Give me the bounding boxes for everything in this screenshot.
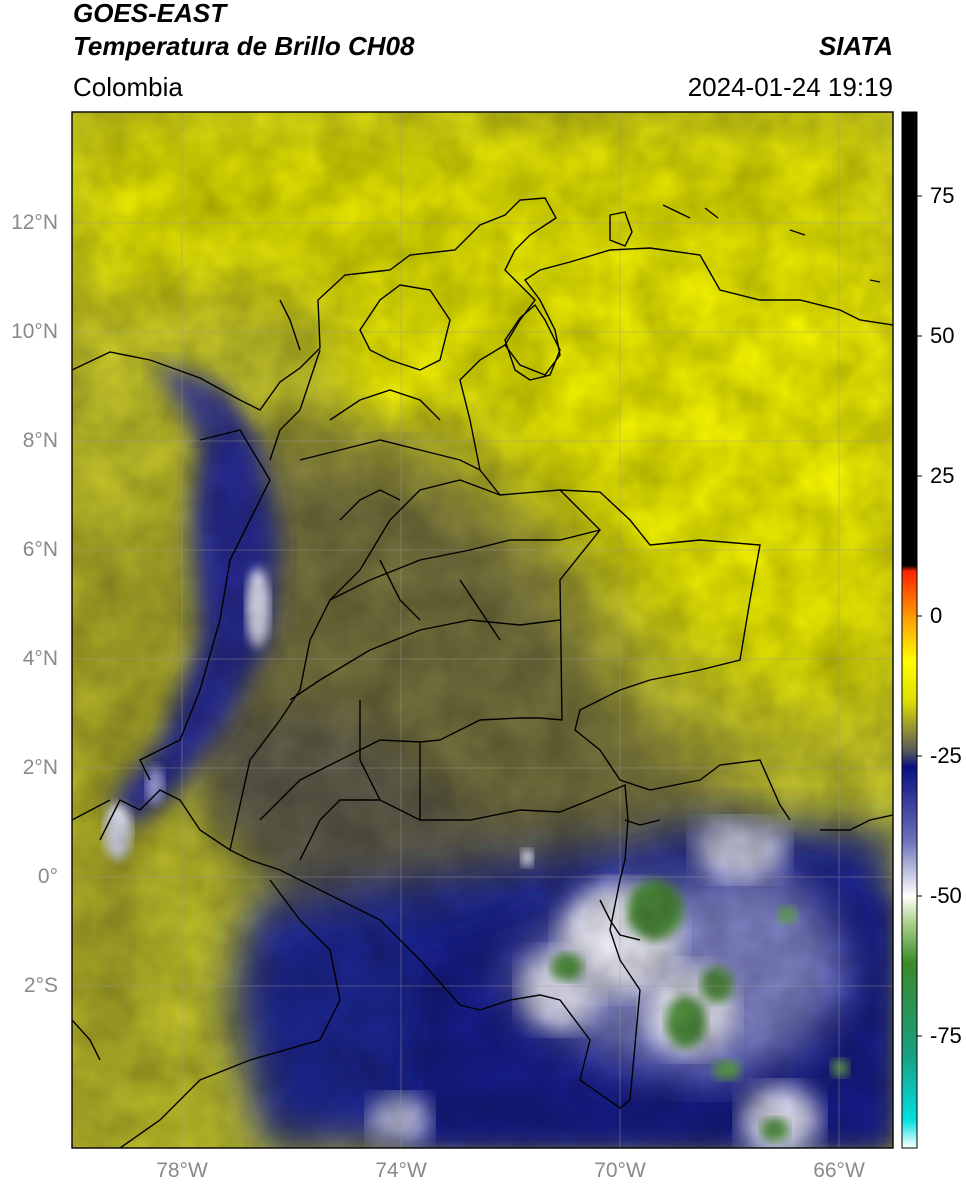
agency-label: SIATA (818, 31, 893, 61)
lat-label: 6°N (22, 538, 58, 561)
colorbar-tick-label: 25 (930, 463, 955, 488)
colorbar-tick-label: 0 (930, 603, 943, 628)
lat-label: 8°N (22, 429, 58, 452)
lat-label: 2°S (23, 974, 58, 997)
lon-label: 74°W (375, 1159, 427, 1182)
colorbar-tick-label: 75 (930, 183, 955, 208)
lon-label: 78°W (156, 1159, 208, 1182)
colorbar-ticks (917, 195, 922, 1037)
colorbar-tick-label: -25 (930, 743, 962, 768)
region-label: Colombia (73, 72, 183, 102)
country-borders (72, 197, 893, 1148)
lon-label: 66°W (813, 1159, 865, 1182)
colorbar-tick-label: -75 (930, 1023, 962, 1048)
map-frame (71, 111, 894, 1149)
satellite-title: GOES-EAST (73, 0, 227, 28)
lat-label: 12°N (11, 211, 58, 234)
lat-label: 10°N (11, 320, 58, 343)
lat-label: 2°N (22, 756, 58, 779)
datetime-label: 2024-01-24 19:19 (687, 72, 893, 102)
brightness-field (72, 112, 893, 1148)
lat-label: 4°N (22, 647, 58, 670)
lat-label: 0° (37, 865, 58, 888)
colorbar-tick-label: 50 (930, 323, 955, 348)
colorbar (901, 111, 918, 1149)
product-title: Temperatura de Brillo CH08 (73, 31, 415, 61)
lon-label: 70°W (594, 1159, 646, 1182)
colorbar-tick-label: -50 (930, 883, 962, 908)
